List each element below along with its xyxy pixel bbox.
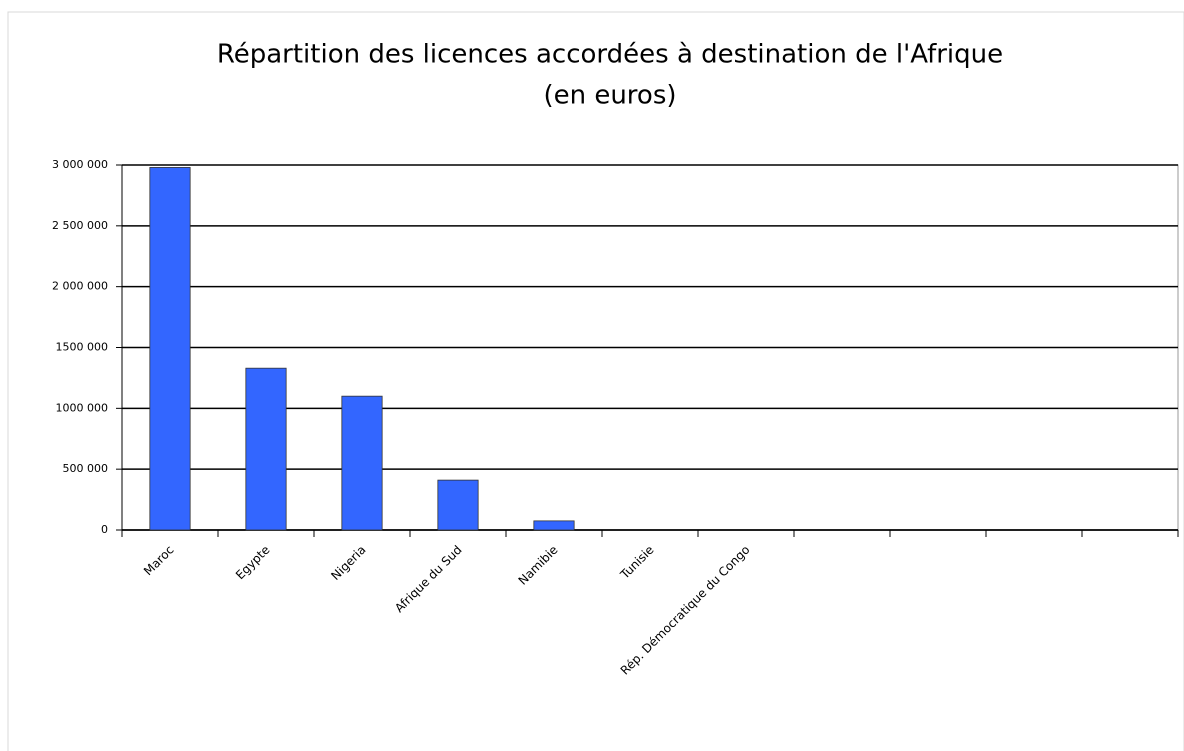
bar [149,167,191,531]
y-tick-label: 1000 000 [56,401,109,414]
bar [245,367,287,531]
x-tick-label: Nigeria [328,543,368,583]
bar [437,479,479,531]
y-tick-label: 2 500 000 [52,219,108,232]
x-tick-label: Namibie [516,543,561,588]
y-tick-label: 3 000 000 [52,158,108,171]
x-tick-label: Egypte [233,543,273,583]
y-tick-label: 1500 000 [56,341,109,354]
y-tick-label: 0 [101,523,108,536]
x-tick-label: Tunisie [617,543,657,583]
bar [533,520,575,531]
chart-subtitle: (en euros) [543,81,676,111]
chart-title: Répartition des licences accordées à des… [217,40,1003,70]
bar [341,395,383,531]
chart-frame [7,11,1184,751]
y-tick-label: 2 000 000 [52,280,108,293]
y-tick-label: 500 000 [63,462,109,475]
x-tick-label: Afrique du Sud [392,543,465,616]
x-tick-label: Maroc [141,543,177,579]
